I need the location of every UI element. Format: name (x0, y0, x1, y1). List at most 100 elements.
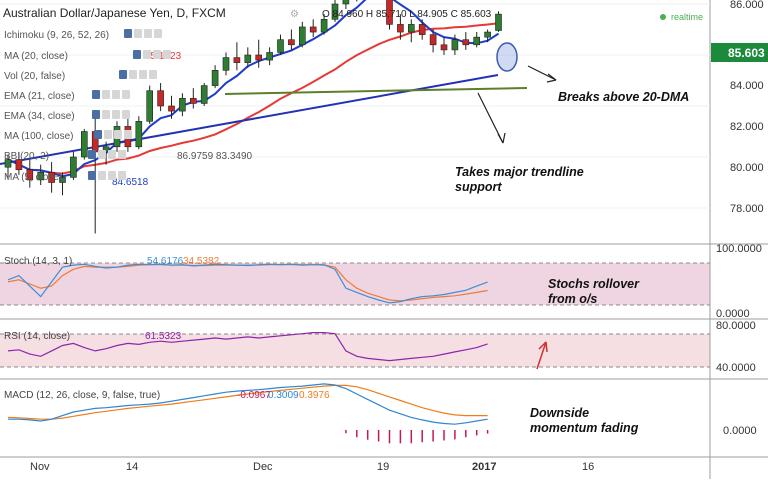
realtime-dot-icon (660, 14, 666, 20)
annotation-macd-2: momentum fading (530, 421, 639, 435)
stoch-k-path (7, 263, 488, 304)
legend-ma20[interactable]: MA (20, close) (4, 51, 68, 62)
candle-body (386, 0, 393, 25)
candle-body (102, 146, 110, 153)
candle (266, 47, 273, 66)
legend-control-icon (108, 171, 116, 180)
legend-control-icon (88, 171, 96, 180)
candle (211, 65, 219, 89)
candle-body (320, 18, 328, 33)
candle-body (244, 54, 252, 63)
legend-control-icon (92, 90, 100, 99)
legend-control-icon (124, 130, 132, 139)
candle-body (331, 3, 339, 20)
time-tick: 19 (377, 461, 389, 473)
macd-series (7, 383, 489, 444)
time-tick: Dec (253, 461, 273, 473)
candle (418, 19, 426, 40)
candle-body (157, 90, 164, 107)
legend-button-group (88, 29, 171, 180)
candle (37, 164, 45, 186)
candle-body (26, 169, 34, 181)
annotation-macd-1: Downside (530, 406, 589, 420)
candle (298, 21, 306, 48)
candle-body (70, 156, 77, 178)
ohlc-readout: O 84.960 H 85.710 L 84.905 C 85.603 (322, 9, 492, 20)
candle-body (233, 57, 241, 63)
annotation-trendline-1: Takes major trendline (455, 165, 584, 179)
rsi-band (0, 334, 710, 367)
candle (15, 151, 23, 175)
candle-body (418, 24, 426, 35)
legend-control-icon (92, 110, 100, 119)
legend-ema21[interactable]: EMA (21, close) (4, 91, 75, 102)
candle-body (190, 98, 197, 104)
candle (48, 162, 55, 193)
price-pane (0, 0, 710, 244)
legend-control-icon (118, 150, 126, 159)
legend-volume[interactable]: Vol (20, false) (4, 71, 65, 82)
macd-legend[interactable]: MACD (12, 26, close, 9, false, true) (4, 390, 160, 401)
candle-body (15, 159, 23, 171)
candle-body (81, 131, 88, 158)
legend-ichimoku[interactable]: Ichimoku (9, 26, 52, 26) (4, 30, 109, 41)
candle (135, 116, 143, 150)
legend-control-icon (124, 29, 132, 38)
legend-control-icon (133, 50, 141, 59)
realtime-label: realtime (671, 12, 703, 22)
candle (70, 151, 77, 180)
legend-bb-values: 86.9759 83.3490 (177, 151, 253, 162)
legend-control-icon (112, 110, 120, 119)
candle (255, 39, 262, 68)
legend-ma5-value: 84.6518 (112, 177, 149, 188)
settings-gear-icon[interactable]: ⚙ (290, 9, 299, 20)
candle (407, 19, 415, 43)
candle (495, 11, 502, 32)
stoch-tick: 100.0000 (716, 243, 762, 255)
legend-control-icon (119, 70, 127, 79)
time-tick: 16 (582, 461, 594, 473)
rsi-series (7, 332, 488, 362)
chart-title: Australian Dollar/Japanese Yen, D, FXCM (3, 6, 226, 20)
ma20-line (7, 22, 499, 175)
candle (102, 141, 110, 165)
candle (386, 0, 393, 30)
candle-body (462, 39, 470, 46)
ma5-path (7, 0, 500, 178)
time-axis-labels: Nov 14 Dec 19 2017 16 (30, 461, 594, 473)
legend-control-icon (134, 29, 142, 38)
breaks-arrow (527, 65, 557, 81)
legend-ma5[interactable]: MA (5, close) (4, 172, 62, 183)
rsi-up-arrowhead (538, 341, 548, 353)
stoch-tick: 0.0000 (716, 308, 750, 320)
stoch-d-value: 34.5382 (183, 256, 220, 267)
rsi-up-arrow (536, 341, 547, 370)
legend-control-icon (144, 29, 152, 38)
annotation-stoch-2: from o/s (548, 292, 597, 306)
legend-ma100[interactable]: MA (100, close) (4, 131, 73, 142)
candle-body (288, 39, 295, 46)
stoch-k-value: 54.6176 (147, 256, 184, 267)
legend-control-icon (163, 50, 171, 59)
annotation-breaks: Breaks above 20-DMA (558, 90, 689, 104)
candle (320, 14, 328, 35)
price-tick: 86.000 (730, 0, 764, 11)
candle-body (135, 121, 143, 148)
candle (397, 14, 404, 40)
candle-body (48, 172, 55, 183)
legend-control-icon (143, 50, 151, 59)
candle-body (222, 57, 230, 71)
rsi-legend[interactable]: RSI (14, close) (4, 331, 70, 342)
candle-body (342, 0, 350, 5)
legend-bb[interactable]: BB (20, 2) (4, 151, 49, 162)
candlestick-series (4, 0, 502, 234)
legend-ema34[interactable]: EMA (34, close) (4, 111, 75, 122)
macd-hist-value: -0.0967 (237, 390, 271, 401)
stoch-legend[interactable]: Stoch (14, 3, 1) (4, 256, 72, 267)
legend-control-icon (149, 70, 157, 79)
legend-control-icon (108, 150, 116, 159)
candle-body (495, 13, 502, 31)
candle (440, 37, 448, 55)
